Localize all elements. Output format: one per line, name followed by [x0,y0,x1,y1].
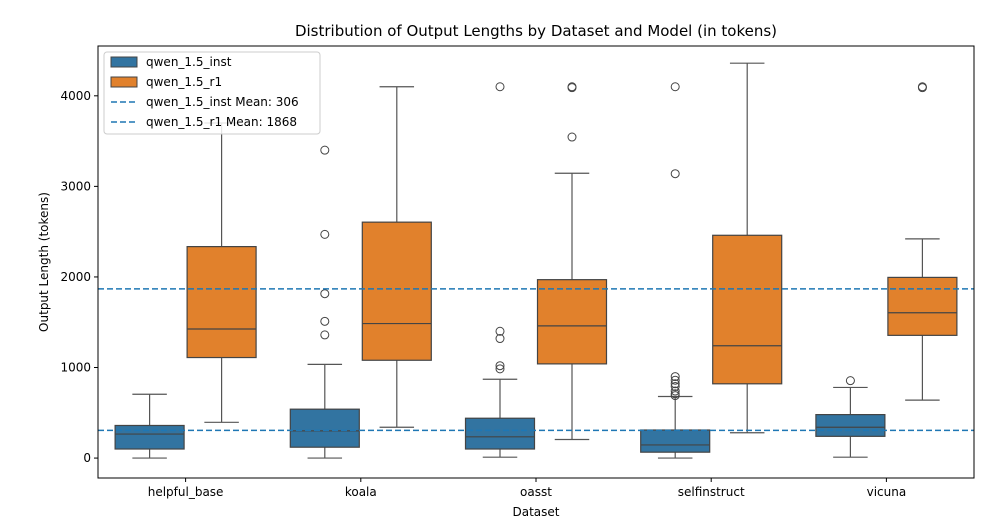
box-1-1 [361,86,432,428]
outlier-point [320,229,330,239]
y-axis-label: Output Length (tokens) [37,192,51,332]
outlier-point [670,382,680,392]
y-tick-label: 4000 [60,89,91,103]
outlier-point [495,82,505,92]
outlier-point [495,364,505,374]
outlier-point [670,389,680,399]
x-tick-label: koala [345,485,377,499]
outlier-point [495,361,505,371]
outlier-point [917,82,927,92]
box-iqr [536,279,608,365]
box-iqr [887,276,958,336]
outlier-point [845,376,855,386]
y-axis: 0 1000 2000 3000 4000 [60,89,98,465]
box-iqr [289,408,360,448]
legend-label: qwen_1.5_r1 [146,75,222,89]
outlier-point [670,375,680,385]
legend-swatch [110,56,138,68]
outlier-point [670,379,680,389]
outlier-point [495,334,505,344]
box-1-0 [186,122,257,423]
box-0-2 [464,82,536,458]
box-iqr [114,424,185,450]
outlier-point [567,132,577,142]
x-tick-label: vicuna [867,485,907,499]
box-iqr [464,417,536,450]
box-iqr [361,221,432,361]
box-0-3 [640,82,711,459]
box-1-2 [536,82,608,441]
x-tick-label: selfinstruct [678,485,745,499]
outlier-point [670,82,680,92]
box-1-3 [712,62,783,434]
box-1-4 [887,82,958,401]
box-0-4 [815,376,886,458]
legend-label: qwen_1.5_inst [146,55,232,69]
outlier-point [670,372,680,382]
plot-area [98,62,974,459]
x-axis: helpful_base koala oasst selfinstruct vicuna [148,478,906,499]
box-iqr [640,429,711,453]
legend-label: qwen_1.5_inst Mean: 306 [146,95,299,109]
legend-swatch [110,76,138,88]
box-iqr [712,234,783,385]
outlier-point [320,316,330,326]
y-tick-label: 1000 [60,361,91,375]
box-0-0 [114,393,185,459]
outlier-point [567,82,577,92]
box-0-1 [289,145,360,459]
x-axis-label: Dataset [513,505,560,519]
outlier-point [320,145,330,155]
legend-frame [103,51,321,135]
outlier-point [495,326,505,336]
y-tick-label: 0 [83,451,91,465]
box-iqr [186,246,257,359]
legend: qwen_1.5_inst qwen_1.5_r1 qwen_1.5_inst Me… [103,51,321,135]
box-iqr [815,414,886,437]
x-tick-label: oasst [520,485,552,499]
outlier-point [320,330,330,340]
outlier-point [670,169,680,179]
x-tick-label: helpful_base [148,485,224,499]
legend-label: qwen_1.5_r1 Mean: 1868 [146,115,297,129]
y-tick-label: 2000 [60,270,91,284]
chart-title: Distribution of Output Lengths by Datase… [295,22,777,40]
y-tick-label: 3000 [60,179,91,193]
outlier-point [320,289,330,299]
outlier-point [670,386,680,396]
